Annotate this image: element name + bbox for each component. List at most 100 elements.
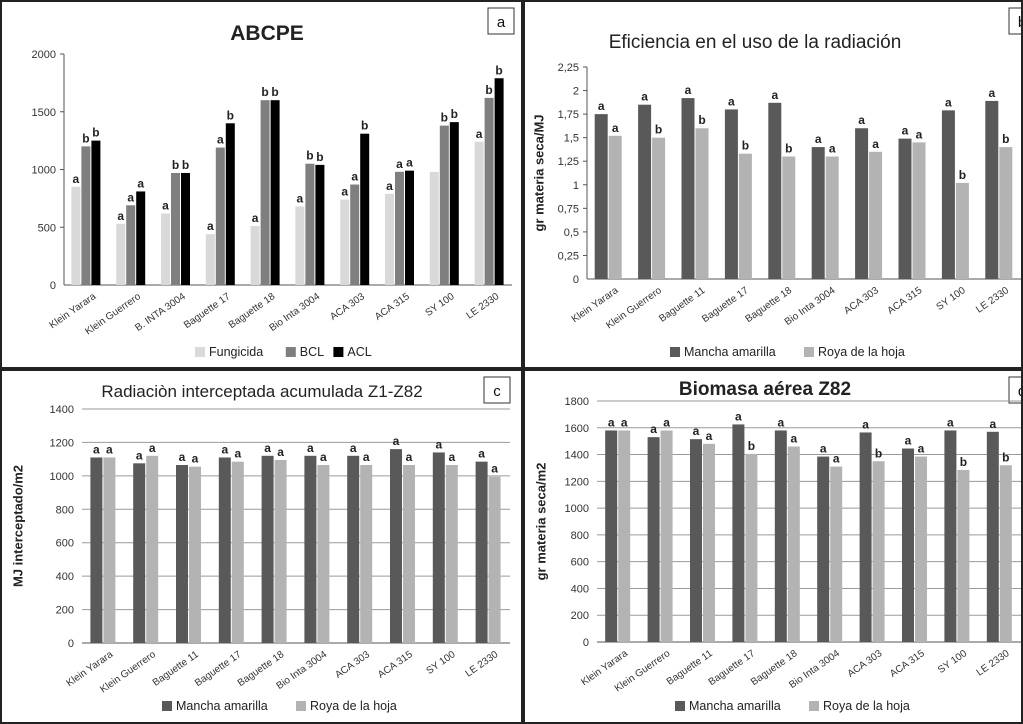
bar xyxy=(261,455,274,643)
bar xyxy=(690,439,702,642)
bar xyxy=(605,430,618,642)
legend-swatch xyxy=(809,701,819,711)
data-label: a xyxy=(73,172,80,186)
data-label: a xyxy=(735,409,742,423)
bar xyxy=(999,465,1012,642)
data-label: a xyxy=(663,415,670,429)
data-label: a xyxy=(777,415,784,429)
y-axis-label: gr materia seca/m2 xyxy=(534,463,549,581)
legend-swatch xyxy=(162,701,172,711)
x-tick-label: SY 100 xyxy=(935,285,968,313)
chart-c-svg: Radiaciòn interceptada acumulada Z1-Z82 c… xyxy=(11,376,511,713)
data-label: b xyxy=(742,139,749,153)
bar xyxy=(647,437,660,642)
bar xyxy=(260,100,270,285)
y-tick-label: 0,5 xyxy=(564,227,579,239)
data-label: a xyxy=(833,452,840,466)
data-label: a xyxy=(435,437,442,451)
panel-letter-box xyxy=(487,7,515,35)
x-tick-label: ACA 303 xyxy=(846,648,885,680)
legend-label: Mancha amarilla xyxy=(689,699,781,713)
data-label: a xyxy=(350,441,357,455)
data-label: a xyxy=(406,156,413,170)
y-tick-label: 400 xyxy=(56,571,74,583)
data-label: a xyxy=(162,198,169,212)
bar xyxy=(869,151,883,279)
data-label: a xyxy=(598,99,605,113)
data-label: a xyxy=(790,432,797,446)
bar xyxy=(347,455,360,643)
data-label: a xyxy=(947,415,954,429)
bar xyxy=(738,153,752,279)
bar xyxy=(695,128,709,279)
bar xyxy=(825,156,839,279)
chart-panel-b: Eficiencia en el uso de la radiación b 0 0,… xyxy=(523,0,1023,369)
data-label: a xyxy=(693,424,700,438)
x-tick-label: ACA 315 xyxy=(376,649,415,681)
data-label: a xyxy=(476,127,483,141)
chart-b-title: Eficiencia en el uso de la radiación xyxy=(609,32,902,53)
bar xyxy=(859,432,872,642)
bar xyxy=(915,456,927,642)
data-label: a xyxy=(728,94,735,108)
chart-panel-c: Radiaciòn interceptada acumulada Z1-Z82 c… xyxy=(0,369,523,724)
y-tick-label: 1400 xyxy=(565,450,589,462)
y-axis-label: MJ interceptado/m2 xyxy=(11,465,26,587)
bar xyxy=(681,98,695,280)
data-label: a xyxy=(612,121,619,135)
legend-label: Roya de la hoja xyxy=(310,699,397,713)
bar xyxy=(218,457,231,643)
data-label: a xyxy=(829,142,836,156)
bar xyxy=(474,141,484,285)
chart-c-title: Radiaciòn interceptada acumulada Z1-Z82 xyxy=(101,382,422,401)
data-label: b xyxy=(785,142,792,156)
data-label: a xyxy=(297,191,304,205)
x-tick-label: Baguette 17 xyxy=(182,291,233,331)
bar xyxy=(405,170,414,285)
y-tick-label: 200 xyxy=(56,605,74,617)
x-tick-label: Baguette 11 xyxy=(151,649,201,689)
x-tick-label: LE 2330 xyxy=(465,291,502,322)
data-label: a xyxy=(406,450,413,464)
data-label: a xyxy=(706,429,713,443)
data-label: a xyxy=(918,442,925,456)
legend-swatch xyxy=(804,347,814,357)
bar xyxy=(429,171,439,285)
bar xyxy=(638,104,652,279)
data-label: a xyxy=(988,86,995,100)
y-tick-label: 2 xyxy=(573,86,579,98)
bar xyxy=(652,137,666,279)
y-tick-label: 0 xyxy=(50,280,56,292)
y-tick-label: 600 xyxy=(571,557,589,569)
bar xyxy=(317,464,330,643)
bar xyxy=(205,234,215,285)
bar xyxy=(955,182,969,279)
data-label: a xyxy=(307,441,314,455)
data-label: a xyxy=(608,415,615,429)
data-label: a xyxy=(491,462,498,476)
bar xyxy=(660,430,673,642)
bar xyxy=(340,199,350,285)
x-tick-label: Baguette 17 xyxy=(707,648,758,688)
bar xyxy=(225,123,235,285)
data-label: b xyxy=(451,107,458,121)
data-label: b xyxy=(1002,132,1009,146)
bar xyxy=(189,466,201,643)
panel-letter: c xyxy=(493,383,501,400)
x-tick-label: Baguette 17 xyxy=(193,649,244,689)
panel-letter-box xyxy=(483,376,511,404)
bar xyxy=(432,452,445,643)
y-tick-label: 1 xyxy=(573,180,579,192)
bar xyxy=(768,102,782,279)
data-label: b xyxy=(92,126,99,140)
bar xyxy=(146,455,159,643)
bar xyxy=(986,431,999,642)
data-label: b xyxy=(227,108,234,122)
legend-label: Fungicida xyxy=(209,345,263,359)
y-tick-label: 800 xyxy=(571,530,589,542)
bar xyxy=(475,461,488,643)
bar xyxy=(494,78,504,285)
bar xyxy=(274,459,287,643)
data-label: a xyxy=(217,133,224,147)
